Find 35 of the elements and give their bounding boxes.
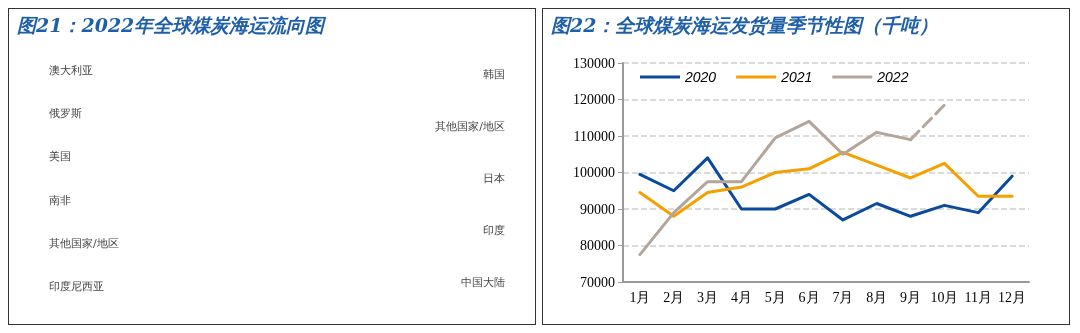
legend-label: 2021 [780, 69, 813, 85]
x-tick-label: 9月 [900, 289, 922, 305]
x-tick-label: 5月 [764, 289, 786, 305]
category-label: 中国大陆 [461, 275, 505, 289]
x-tick-label: 1月 [629, 289, 651, 305]
x-tick-label: 7月 [832, 289, 854, 305]
category-label: 俄罗斯 [49, 106, 83, 122]
category-label: 南非 [49, 192, 72, 208]
x-tick-label: 2月 [663, 289, 685, 305]
legend-label: 2020 [684, 69, 717, 85]
y-tick-label: 120000 [573, 92, 615, 107]
chart-title: 图22：全球煤炭海运发货量季节性图（千吨） [550, 13, 940, 38]
x-tick-label: 10月 [930, 289, 959, 305]
y-tick-label: 80000 [580, 238, 615, 253]
y-tick-label: 70000 [580, 274, 615, 290]
x-tick-label: 8月 [866, 289, 888, 305]
category-label: 印度尼西亚 [49, 278, 105, 294]
legend-label: 2022 [876, 69, 909, 85]
y-tick-label: 130000 [573, 55, 615, 71]
category-label: 美国 [49, 149, 72, 165]
text: 图21：2022年全球煤炭海运流向图 [16, 13, 327, 38]
category-label: 韩国 [483, 68, 505, 82]
x-tick-label: 4月 [730, 289, 752, 305]
category-label: 印度 [483, 223, 505, 237]
x-tick-label: 11月 [964, 289, 992, 305]
x-tick-label: 6月 [798, 289, 820, 305]
category-label: 澳大利亚 [49, 63, 94, 79]
category-label: 其他国家/地区 [49, 235, 119, 251]
x-tick-label: 12月 [998, 289, 1027, 305]
y-tick-label: 110000 [573, 128, 615, 144]
y-tick-label: 100000 [573, 165, 615, 180]
category-label: 其他国家/地区 [435, 120, 505, 134]
y-tick-label: 90000 [580, 201, 615, 217]
x-tick-label: 3月 [697, 289, 719, 305]
category-label: 日本 [483, 171, 505, 185]
